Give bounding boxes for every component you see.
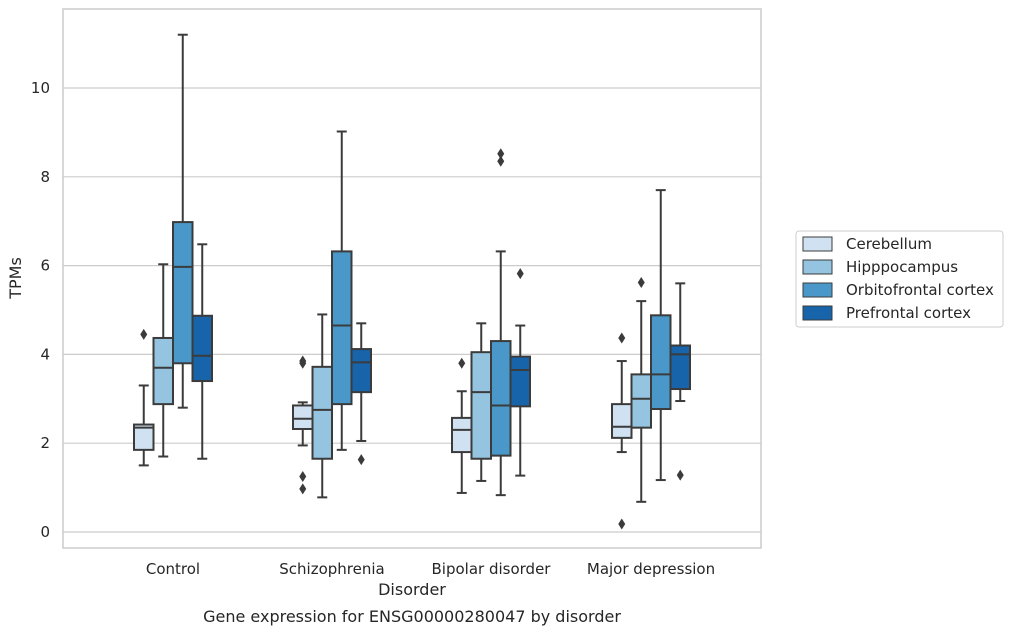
outlier-point xyxy=(618,518,626,530)
box-body xyxy=(191,314,213,383)
box-body xyxy=(611,403,633,439)
box-body xyxy=(350,348,372,394)
box-cerebellum xyxy=(611,332,633,530)
box-body xyxy=(490,340,512,457)
y-tick-label: 4 xyxy=(40,345,50,363)
box-body xyxy=(669,344,691,391)
x-tick-label: Control xyxy=(146,560,200,578)
box-body xyxy=(509,355,531,408)
box-prefrontal-cortex xyxy=(191,243,213,460)
outlier-point xyxy=(299,483,307,495)
legend-label: Prefrontal cortex xyxy=(846,304,971,322)
y-axis-label: TPMs xyxy=(6,257,25,300)
box-body xyxy=(451,416,473,454)
outlier-point xyxy=(676,469,684,481)
box-prefrontal-cortex xyxy=(350,322,372,466)
box-body xyxy=(292,404,314,430)
box-body xyxy=(331,250,353,406)
box-hipppocampus xyxy=(470,322,492,482)
outlier-point xyxy=(140,328,148,340)
box-body xyxy=(152,336,174,406)
box-prefrontal-cortex xyxy=(509,268,531,477)
legend-swatch xyxy=(802,305,833,321)
plot-frame xyxy=(62,8,762,549)
outlier-point xyxy=(618,332,626,344)
outlier-point xyxy=(299,471,307,482)
y-tick-label: 10 xyxy=(31,79,50,97)
box-cerebellum xyxy=(451,357,473,494)
box-hipppocampus xyxy=(311,313,333,499)
outlier-point xyxy=(497,148,505,160)
y-tick-label: 0 xyxy=(40,523,50,541)
x-axis-label: Disorder xyxy=(378,580,446,599)
legend-swatch xyxy=(802,236,833,252)
x-tick-label: Major depression xyxy=(587,560,715,578)
y-tick-labels: 0 2 4 6 8 10 xyxy=(31,79,50,541)
box-body xyxy=(172,221,194,365)
box-cerebellum xyxy=(133,328,155,467)
legend-swatch xyxy=(802,282,833,298)
box-prefrontal-cortex xyxy=(669,282,691,481)
legend-label: Hipppocampus xyxy=(846,258,958,276)
x-tick-label: Schizophrenia xyxy=(279,560,384,578)
box-body xyxy=(311,365,333,460)
box-hipppocampus xyxy=(152,263,174,458)
box-body xyxy=(470,351,492,460)
box-cerebellum xyxy=(292,355,314,495)
box-orbitofrontal-cortex xyxy=(172,33,194,409)
outlier-point xyxy=(357,454,365,466)
outlier-point xyxy=(458,357,466,369)
legend-label: Orbitofrontal cortex xyxy=(846,281,994,299)
outlier-point xyxy=(637,276,645,288)
x-tick-labels: Control Schizophrenia Bipolar disorder Majo… xyxy=(146,560,715,578)
y-tick-label: 8 xyxy=(40,168,50,186)
box-plots xyxy=(133,33,691,530)
figure-caption: Gene expression for ENSG00000280047 by d… xyxy=(203,607,621,626)
box-body xyxy=(650,314,672,411)
box-orbitofrontal-cortex xyxy=(331,130,353,451)
legend-swatch xyxy=(802,259,833,275)
outlier-point xyxy=(299,355,307,367)
y-tick-label: 6 xyxy=(40,257,50,275)
x-tick-label: Bipolar disorder xyxy=(432,560,552,578)
box-body xyxy=(133,423,155,451)
box-hipppocampus xyxy=(630,276,652,503)
box-orbitofrontal-cortex xyxy=(490,148,512,497)
legend-label: Cerebellum xyxy=(846,235,932,253)
box-body xyxy=(630,373,652,429)
outlier-point xyxy=(516,268,524,280)
legend-frame xyxy=(795,230,1004,328)
legend: Cerebellum Hipppocampus Orbitofrontal cort… xyxy=(795,230,1004,328)
y-tick-label: 2 xyxy=(40,434,50,452)
box-orbitofrontal-cortex xyxy=(650,189,672,482)
grid-lines xyxy=(63,87,761,533)
outlier-point xyxy=(497,155,505,167)
